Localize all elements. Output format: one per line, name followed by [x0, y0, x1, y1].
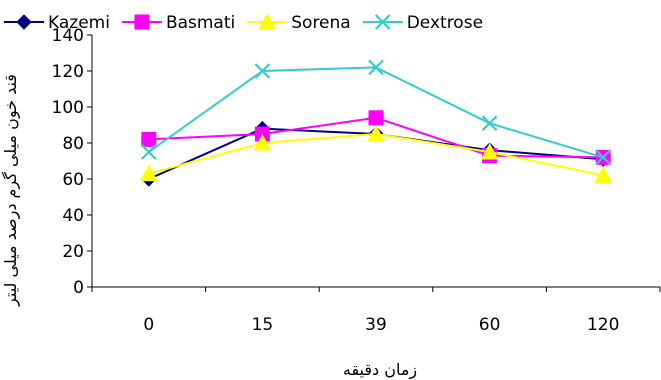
y-tick-label: 0 [73, 278, 84, 298]
data-point-dextrose [141, 144, 157, 160]
y-tick-label: 100 [52, 98, 84, 118]
x-tick-label: 15 [252, 315, 274, 335]
y-tick-label: 60 [62, 170, 84, 190]
y-axis-title: قند خون میلی گرم درصد میلی لیتر [1, 74, 21, 307]
data-point-basmati [368, 110, 384, 126]
legend-label: Dextrose [407, 13, 483, 33]
legend-item-sorena: Sorena [247, 12, 351, 33]
legend-marker-dextrose [374, 14, 391, 30]
data-point-dextrose [254, 63, 271, 79]
data-point-dextrose [595, 149, 611, 166]
y-tick-label: 80 [62, 134, 84, 154]
data-point-sorena [253, 133, 272, 151]
y-tick-label: 20 [62, 242, 84, 262]
x-tick-label: 39 [365, 315, 387, 335]
legend-label: Basmati [166, 13, 235, 33]
legend-item-basmati: Basmati [121, 13, 235, 33]
y-tick-label: 40 [62, 206, 84, 226]
data-point-sorena [139, 164, 158, 182]
x-tick-label: 0 [143, 315, 154, 335]
y-ticks: 0 20 40 60 80 100 120 140 [52, 26, 92, 298]
x-axis-title: زمان دقیقه [343, 360, 417, 380]
legend-item-dextrose: Dextrose [362, 13, 483, 33]
legend-label: Kazemi [48, 13, 110, 33]
axes [91, 35, 660, 288]
legend-marker-basmati [134, 14, 150, 30]
data-point-dextrose [481, 115, 498, 131]
series-dextrose [141, 59, 611, 166]
y-tick-label: 120 [52, 62, 84, 82]
legend-label: Sorena [291, 13, 350, 33]
series-sorena [139, 124, 613, 183]
data-point-sorena [367, 124, 385, 142]
data-point-dextrose [368, 59, 384, 76]
data-point-sorena [480, 142, 499, 160]
x-tick-label: 120 [587, 315, 619, 335]
legend-marker-kazemi [16, 14, 32, 30]
x-ticks: 0 15 39 60 120 [91, 287, 661, 335]
x-tick-label: 60 [479, 315, 501, 335]
legend-marker-sorena [258, 12, 277, 30]
y-tick-label: 140 [52, 26, 84, 46]
legend: Kazemi Basmati Sorena Dextrose [4, 12, 483, 33]
series-layer [139, 59, 613, 187]
data-point-sorena [594, 166, 613, 183]
legend-item-kazemi: Kazemi [4, 13, 110, 33]
data-point-basmati [141, 131, 157, 147]
